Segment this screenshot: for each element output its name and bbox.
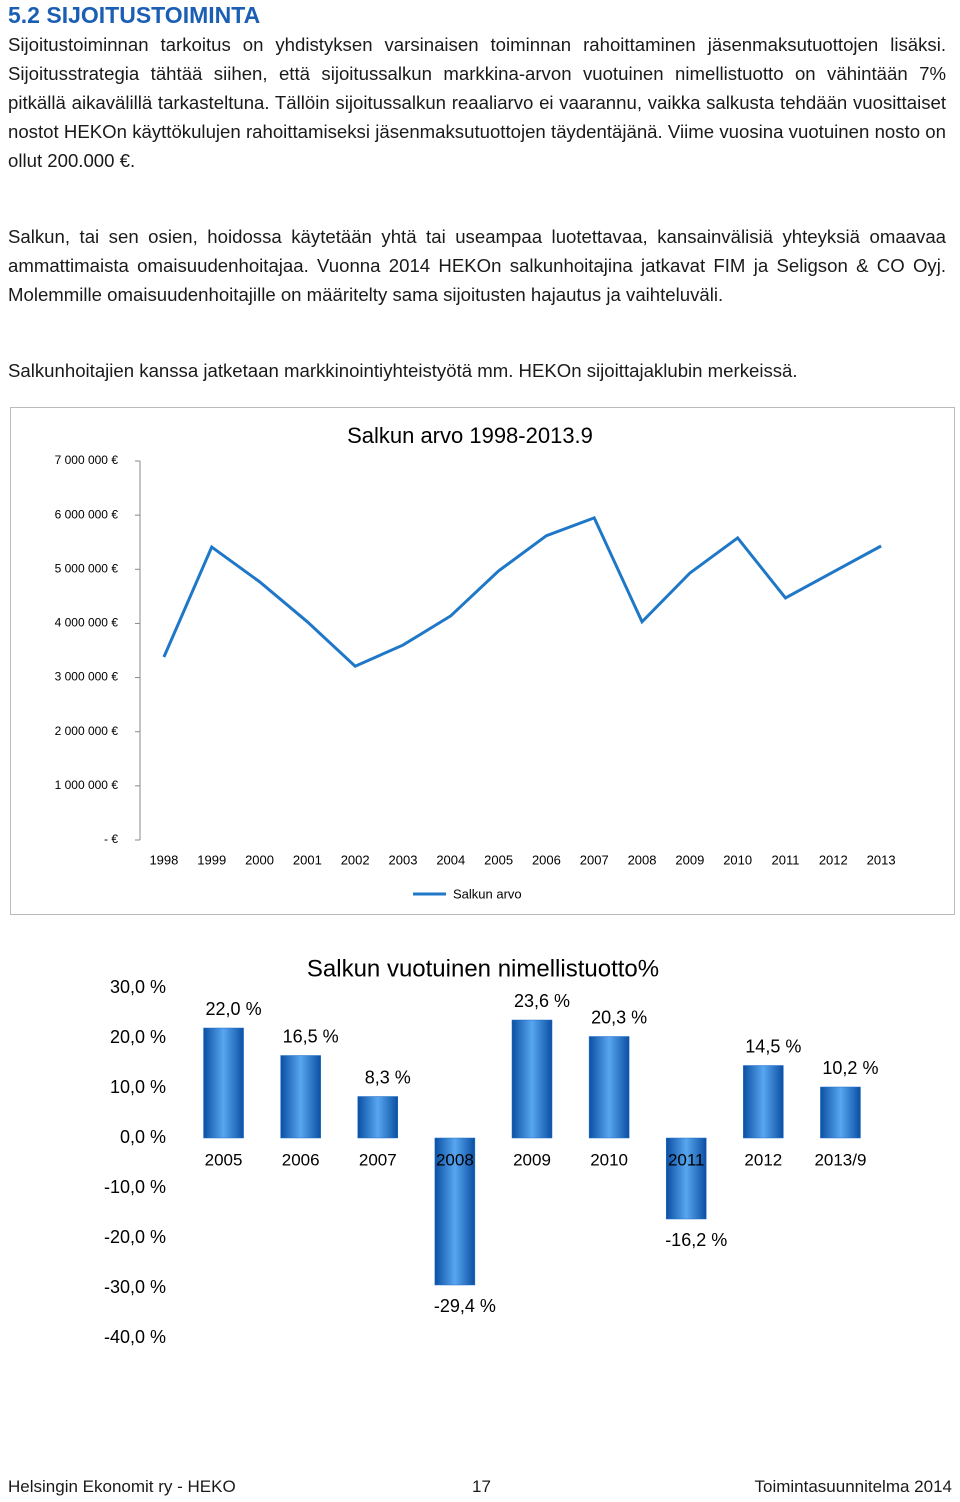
bar [357,1096,399,1139]
bar [820,1086,861,1139]
x-tick-label: 2011 [668,1150,705,1169]
bar [434,1137,476,1286]
bar [588,1036,630,1139]
y-tick-label: 5 000 000 € [55,561,119,575]
value-label: 14,5 % [745,1036,801,1056]
x-tick-label: 1998 [149,852,178,867]
y-tick-label: -20,0 % [104,1227,166,1247]
x-tick-label: 2009 [675,852,704,867]
x-tick-label: 2000 [245,852,274,867]
x-tick-label: 2004 [436,852,465,867]
value-label: -16,2 % [665,1230,727,1250]
x-tick-label: 2010 [723,852,752,867]
y-tick-label: 30,0 % [110,977,166,997]
y-tick-label: -10,0 % [104,1177,166,1197]
y-tick-label: -30,0 % [104,1277,166,1297]
paragraph: Salkunhoitajien kanssa jatketaan markkin… [8,360,798,381]
page-number: 17 [472,1477,491,1496]
y-tick-label: 4 000 000 € [55,616,119,630]
x-tick-label: 2005 [484,852,513,867]
x-tick-label: 2001 [293,852,322,867]
value-label: 23,6 % [514,991,570,1011]
chart-title: Salkun vuotuinen nimellistuotto% [307,955,659,982]
paragraph: Sijoitustoiminnan tarkoitus on yhdistyks… [8,34,946,171]
bar [280,1055,321,1139]
line-chart: Salkun arvo 1998-2013.9 - € 1 000 000 € 2 0… [10,407,955,915]
footer-left: Helsingin Ekonomit ry - HEKO [8,1477,236,1496]
x-tick-label: 2011 [771,852,799,867]
bar [665,1137,707,1220]
x-tick-label: 2003 [389,852,418,867]
y-tick-label: 7 000 000 € [55,453,119,467]
x-tick-label: 2002 [341,852,370,867]
heading: 5.2 SIJOITUSTOIMINTA [8,2,261,28]
y-tick-label: 3 000 000 € [55,670,119,684]
y-tick-label: - € [104,832,118,846]
value-label: 16,5 % [283,1026,339,1046]
x-tick-label: 2006 [282,1150,320,1169]
footer-right: Toimintasuunnitelma 2014 [754,1477,952,1496]
x-tick-label: 2005 [205,1150,243,1169]
chart-frame [10,407,955,915]
x-tick-label: 2008 [628,852,657,867]
bar [511,1019,553,1139]
y-tick-label: 6 000 000 € [55,507,119,521]
x-tick-label: 2007 [359,1150,397,1169]
y-tick-label: 2 000 000 € [55,724,119,738]
x-tick-label: 2008 [436,1150,474,1169]
bar [203,1027,244,1139]
x-tick-label: 2013 [867,852,896,867]
y-tick-label: 20,0 % [110,1027,166,1047]
bar [743,1065,784,1139]
value-label: 8,3 % [365,1067,411,1087]
legend-label: Salkun arvo [453,886,522,901]
y-tick-label: 10,0 % [110,1077,166,1097]
y-tick-label: 1 000 000 € [55,778,119,792]
x-tick-label: 2012 [819,852,848,867]
y-tick-label: 0,0 % [120,1127,166,1147]
value-label: 22,0 % [206,999,262,1019]
x-tick-label: 2013/9 [814,1150,866,1169]
x-tick-label: 2010 [590,1150,628,1169]
x-tick-label: 2009 [513,1150,551,1169]
line-series [162,515,882,668]
chart-title: Salkun arvo 1998-2013.9 [347,423,593,448]
paragraph: Salkun, tai sen osien, hoidossa käytetää… [8,226,946,305]
value-label: 20,3 % [591,1007,647,1027]
x-tick-label: 2006 [532,852,561,867]
x-tick-label: 2012 [744,1150,782,1169]
y-tick-label: -40,0 % [104,1327,166,1347]
x-tick-label: 2007 [580,852,609,867]
bar-chart: Salkun vuotuinen nimellistuotto% -40,0 % -… [104,955,879,1347]
value-label: 10,2 % [822,1058,878,1078]
x-tick-label: 1999 [197,852,226,867]
value-label: -29,4 % [434,1296,496,1316]
